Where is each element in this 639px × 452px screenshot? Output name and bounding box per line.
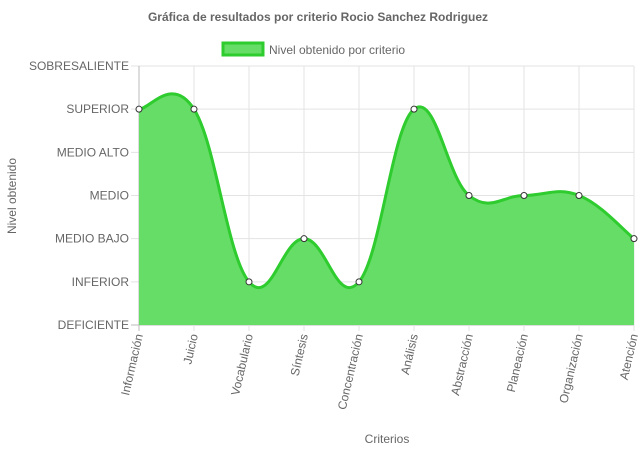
data-point[interactable] — [465, 192, 473, 199]
y-axis-ticks: DEFICIENTE INFERIOR MEDIO BAJO MEDIO MEDIO A… — [29, 59, 129, 332]
x-tick-label: Organización — [556, 333, 586, 405]
data-point[interactable] — [190, 105, 198, 113]
y-tick-label: MEDIO ALTO — [57, 145, 129, 159]
data-point[interactable] — [520, 192, 528, 199]
x-tick-label: Atención — [617, 333, 639, 382]
data-point[interactable] — [355, 278, 363, 286]
data-point[interactable] — [630, 235, 638, 243]
x-tick-label: Información — [118, 333, 146, 397]
x-tick-label: Planeación — [504, 333, 531, 394]
data-point[interactable] — [135, 105, 143, 113]
legend-label: Nivel obtenido por criterio — [269, 43, 405, 57]
x-axis-ticks: Información Juicio Vocabulario Síntesis Conc… — [118, 332, 639, 411]
y-tick-label: MEDIO — [90, 189, 129, 203]
y-tick-label: MEDIO BAJO — [55, 232, 129, 246]
y-tick-label: INFERIOR — [72, 275, 130, 289]
x-tick-label: Concentración — [335, 333, 366, 412]
legend-swatch — [221, 41, 265, 57]
y-axis-label: Nivel obtenido — [5, 158, 19, 234]
x-tick-label: Síntesis — [288, 333, 311, 378]
x-axis-label: Criterios — [365, 432, 410, 446]
x-tick-label: Análisis — [398, 333, 421, 376]
y-tick-label: SOBRESALIENTE — [29, 59, 129, 73]
series-fill — [139, 93, 634, 325]
x-tick-label: Juicio — [180, 332, 201, 365]
x-tick-label: Vocabulario — [228, 332, 256, 397]
data-point[interactable] — [300, 235, 308, 243]
y-tick-label: SUPERIOR — [66, 102, 129, 116]
data-points — [135, 105, 638, 286]
data-point[interactable] — [575, 192, 583, 199]
x-tick-label: Abstracción — [448, 333, 476, 397]
y-tick-label: DEFICIENTE — [58, 318, 129, 332]
data-point[interactable] — [410, 105, 418, 113]
series-area — [138, 92, 635, 325]
data-point[interactable] — [245, 278, 253, 286]
chart-title: Gráfica de resultados por criterio Rocio… — [148, 10, 488, 24]
legend[interactable]: Nivel obtenido por criterio — [221, 41, 405, 57]
